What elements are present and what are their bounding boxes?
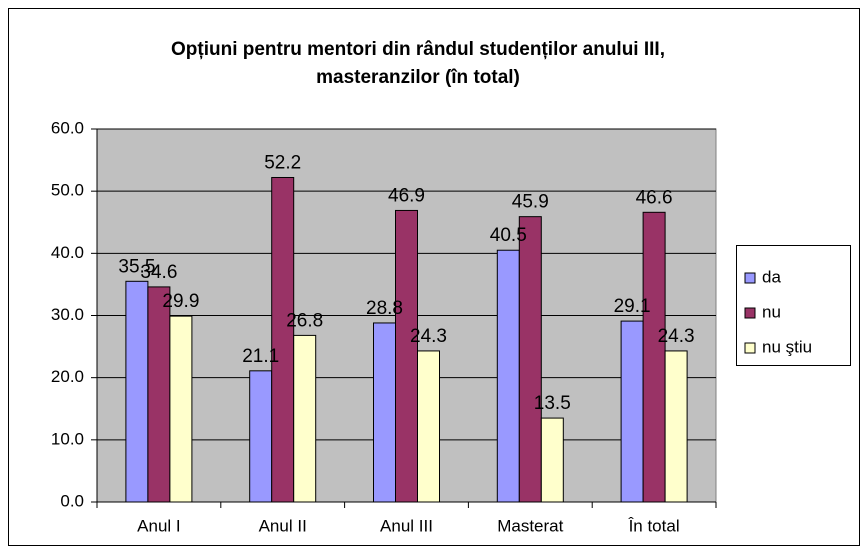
legend-swatch	[744, 307, 756, 319]
value-label: 46.6	[636, 187, 673, 208]
value-label: 45.9	[512, 192, 549, 213]
value-label: 29.9	[162, 291, 199, 312]
legend-swatch	[744, 342, 756, 354]
y-tick-label: 30.0	[51, 305, 84, 324]
value-label: 52.2	[264, 153, 301, 174]
legend-swatch	[744, 272, 756, 284]
bar	[642, 211, 666, 503]
value-label: 28.8	[366, 298, 403, 319]
bar	[169, 315, 193, 503]
legend-label: nu	[762, 302, 781, 321]
x-tick-label: Anul II	[259, 516, 307, 535]
legend-label: da	[762, 267, 781, 286]
bar	[620, 320, 644, 503]
value-label: 34.6	[140, 262, 177, 283]
value-label: 26.8	[286, 310, 323, 331]
bar	[147, 286, 171, 503]
y-tick-label: 10.0	[51, 429, 84, 448]
chart-title: masteranzilor (în total)	[316, 67, 520, 88]
y-tick-label: 50.0	[51, 181, 84, 200]
chart-title: Opțiuni pentru mentori din rândul studen…	[171, 39, 665, 60]
x-tick-label: Masterat	[497, 516, 563, 535]
y-tick-label: 0.0	[60, 491, 84, 510]
bar	[125, 280, 149, 503]
bar	[417, 350, 440, 503]
value-label: 21.1	[242, 346, 279, 367]
x-tick-label: Anul I	[137, 516, 180, 535]
y-tick-label: 20.0	[51, 367, 84, 386]
y-tick-label: 40.0	[51, 243, 84, 262]
bar	[518, 216, 542, 503]
value-label: 40.5	[490, 225, 527, 246]
bar	[293, 334, 317, 503]
value-label: 24.3	[658, 326, 695, 347]
value-label: 35.5	[118, 256, 155, 277]
value-label: 13.5	[534, 393, 571, 414]
bar	[496, 249, 520, 503]
x-tick-label: Anul III	[380, 516, 433, 535]
bar	[540, 417, 564, 503]
bar	[664, 350, 688, 503]
bar	[395, 209, 418, 503]
y-tick-label: 60.0	[51, 118, 84, 137]
bar	[373, 322, 396, 503]
bar	[271, 176, 295, 503]
value-label: 46.9	[388, 185, 425, 206]
x-tick-label: În total	[628, 516, 680, 535]
value-label: 24.3	[410, 326, 447, 347]
bar	[249, 370, 273, 503]
legend-label: nu ştiu	[762, 337, 812, 356]
value-label: 29.1	[614, 296, 651, 317]
